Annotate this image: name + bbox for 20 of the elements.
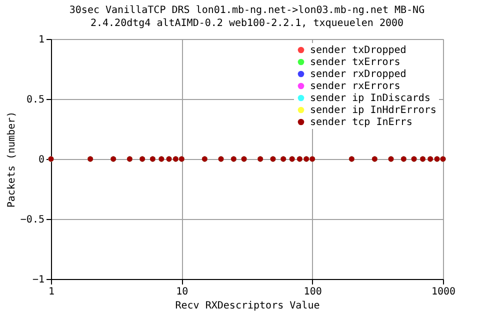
y-tick-label: −1 bbox=[32, 274, 44, 286]
legend-label: sender rxDropped bbox=[310, 69, 406, 80]
legend-label: sender txErrors bbox=[310, 57, 400, 68]
x-tick-label: 1000 bbox=[431, 286, 456, 298]
legend-label: sender txDropped bbox=[310, 45, 406, 56]
y-axis-title: Packets (number) bbox=[6, 111, 18, 208]
x-tick-label: 10 bbox=[176, 286, 188, 298]
chart-subtitle: 2.4.20dtg4 altAIMD-0.2 web100-2.2.1, txqueuelen 2000 bbox=[90, 18, 404, 29]
x-axis-title: Recv RXDescriptors Value bbox=[175, 300, 320, 312]
legend-label: sender ip InDiscards bbox=[310, 93, 430, 104]
x-tick-label: 1 bbox=[48, 286, 55, 298]
legend-label: sender rxErrors bbox=[310, 81, 400, 92]
legend-label: sender tcp InErrs bbox=[310, 117, 412, 128]
x-tick-label: 100 bbox=[304, 286, 322, 298]
y-tick-label: −0.5 bbox=[20, 214, 44, 226]
y-tick-label: 0 bbox=[38, 154, 44, 166]
y-tick-label: 1 bbox=[38, 34, 44, 46]
y-tick-label: 0.5 bbox=[26, 94, 44, 106]
chart-title: 30sec VanillaTCP DRS lon01.mb-ng.net->lon03.mb-ng.net MB-NG bbox=[69, 5, 425, 16]
legend-label: sender ip InHdrErrors bbox=[310, 105, 436, 116]
